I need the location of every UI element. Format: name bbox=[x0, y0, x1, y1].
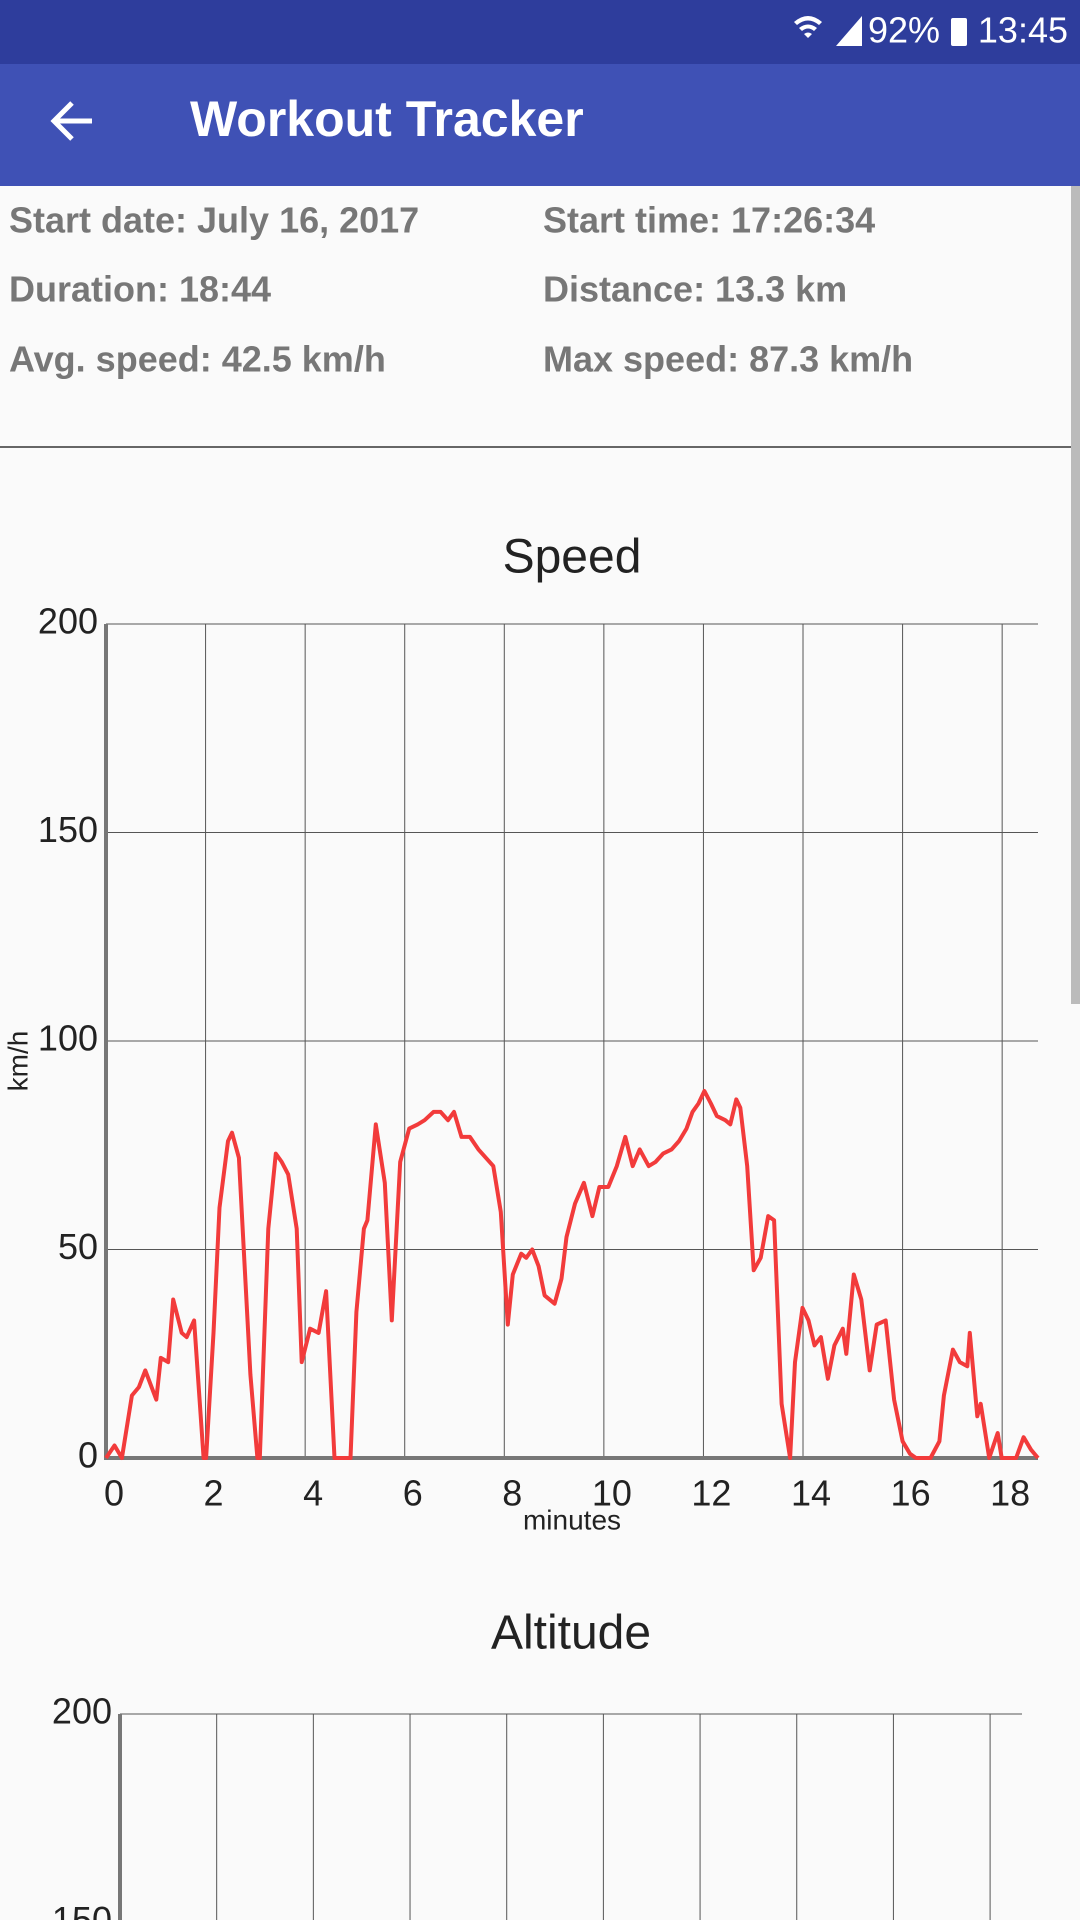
y-axis-title: km/h bbox=[2, 1031, 33, 1092]
status-bar bbox=[0, 0, 1080, 64]
start-time: Start time: 17:26:34 bbox=[543, 200, 875, 241]
battery-level: 92% bbox=[868, 10, 940, 51]
x-tick-label: 4 bbox=[303, 1473, 323, 1514]
app-title: Workout Tracker bbox=[190, 91, 584, 147]
x-tick-label: 0 bbox=[104, 1473, 124, 1514]
speed-line bbox=[104, 1089, 1040, 1460]
avg-speed: Avg. speed: 42.5 km/h bbox=[9, 339, 386, 380]
x-tick-label: 16 bbox=[891, 1473, 931, 1514]
clock: 13:45 bbox=[978, 10, 1068, 51]
y-tick-label: 50 bbox=[58, 1226, 98, 1267]
y-tick-label: 150 bbox=[52, 1899, 112, 1920]
chart-title: Altitude bbox=[491, 1607, 651, 1660]
x-tick-label: 14 bbox=[791, 1473, 831, 1514]
y-tick-label: 200 bbox=[52, 1691, 112, 1732]
x-tick-label: 10 bbox=[592, 1473, 632, 1514]
app-bar bbox=[0, 64, 1080, 186]
y-tick-label: 150 bbox=[38, 809, 98, 850]
scrollbar bbox=[1071, 186, 1080, 1004]
status-icons bbox=[794, 16, 967, 46]
start-date: Start date: July 16, 2017 bbox=[9, 200, 419, 241]
back-button[interactable] bbox=[50, 101, 92, 141]
x-axis-title: minutes bbox=[523, 1504, 621, 1535]
x-tick-label: 8 bbox=[502, 1473, 522, 1514]
x-tick-label: 12 bbox=[691, 1473, 731, 1514]
x-tick-label: 2 bbox=[204, 1473, 224, 1514]
y-tick-label: 0 bbox=[78, 1435, 98, 1476]
duration: Duration: 18:44 bbox=[9, 269, 271, 310]
max-speed: Max speed: 87.3 km/h bbox=[543, 339, 913, 380]
distance: Distance: 13.3 km bbox=[543, 269, 847, 310]
chart-title: Speed bbox=[503, 531, 642, 584]
y-tick-label: 200 bbox=[38, 601, 98, 642]
x-tick-label: 18 bbox=[990, 1473, 1030, 1514]
y-tick-label: 100 bbox=[38, 1018, 98, 1059]
x-tick-label: 6 bbox=[403, 1473, 423, 1514]
